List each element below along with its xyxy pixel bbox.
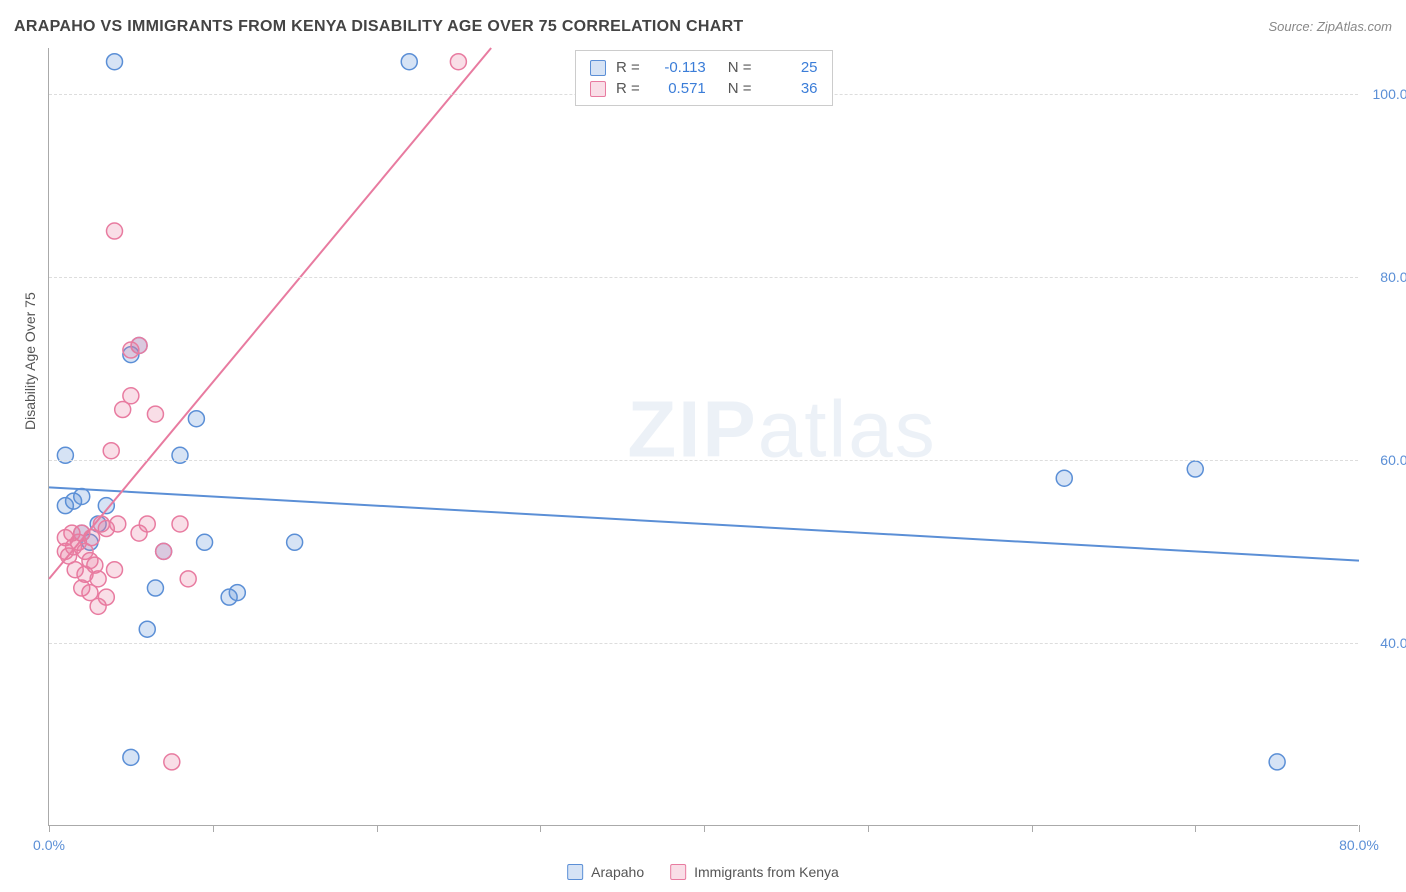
n-value: 36 [762, 80, 818, 97]
ytick-label: 100.0% [1373, 86, 1406, 102]
chart-svg [49, 48, 1358, 825]
data-point [180, 571, 196, 587]
ytick-label: 40.0% [1380, 635, 1406, 651]
xtick [49, 825, 50, 832]
correlation-row: R = 0.571 N = 36 [590, 78, 818, 99]
legend-item: Arapaho [567, 864, 644, 880]
data-point [287, 534, 303, 550]
r-label: R = [616, 80, 640, 97]
data-point [164, 754, 180, 770]
correlation-box: R = -0.113 N = 25 R = 0.571 N = 36 [575, 50, 833, 106]
gridline-h [49, 277, 1358, 278]
legend-label: Arapaho [591, 864, 644, 880]
data-point [450, 54, 466, 70]
title-bar: ARAPAHO VS IMMIGRANTS FROM KENYA DISABIL… [14, 18, 1392, 36]
y-axis-label: Disability Age Over 75 [22, 292, 38, 430]
data-point [64, 525, 80, 541]
n-label: N = [728, 59, 752, 76]
r-label: R = [616, 59, 640, 76]
data-point [172, 447, 188, 463]
data-point [1056, 470, 1072, 486]
data-point [107, 562, 123, 578]
data-point [107, 223, 123, 239]
data-point [74, 488, 90, 504]
legend-item: Immigrants from Kenya [670, 864, 839, 880]
xtick [868, 825, 869, 832]
data-point [156, 543, 172, 559]
series-swatch [590, 81, 606, 97]
data-point [147, 406, 163, 422]
data-point [123, 388, 139, 404]
r-value: 0.571 [650, 80, 706, 97]
data-point [107, 54, 123, 70]
n-label: N = [728, 80, 752, 97]
data-point [139, 516, 155, 532]
xtick-label: 80.0% [1339, 837, 1379, 853]
data-point [147, 580, 163, 596]
xtick [213, 825, 214, 832]
source-label: Source: ZipAtlas.com [1268, 19, 1392, 34]
data-point [84, 530, 100, 546]
legend-swatch [670, 864, 686, 880]
data-point [139, 621, 155, 637]
gridline-h [49, 643, 1358, 644]
data-point [98, 589, 114, 605]
data-point [103, 443, 119, 459]
xtick [704, 825, 705, 832]
correlation-row: R = -0.113 N = 25 [590, 57, 818, 78]
n-value: 25 [762, 59, 818, 76]
plot-area: ZIPatlas 40.0%60.0%80.0%100.0%0.0%80.0% [48, 48, 1358, 826]
data-point [57, 447, 73, 463]
data-point [1269, 754, 1285, 770]
data-point [172, 516, 188, 532]
ytick-label: 80.0% [1380, 269, 1406, 285]
data-point [188, 411, 204, 427]
xtick-label: 0.0% [33, 837, 65, 853]
data-point [229, 585, 245, 601]
legend-swatch [567, 864, 583, 880]
xtick [1195, 825, 1196, 832]
r-value: -0.113 [650, 59, 706, 76]
data-point [123, 749, 139, 765]
data-point [1187, 461, 1203, 477]
xtick [1032, 825, 1033, 832]
data-point [110, 516, 126, 532]
xtick [1359, 825, 1360, 832]
xtick [377, 825, 378, 832]
legend: Arapaho Immigrants from Kenya [567, 864, 839, 880]
chart-title: ARAPAHO VS IMMIGRANTS FROM KENYA DISABIL… [14, 18, 744, 36]
data-point [67, 562, 83, 578]
trend-line [49, 487, 1359, 560]
legend-label: Immigrants from Kenya [694, 864, 839, 880]
data-point [131, 337, 147, 353]
data-point [401, 54, 417, 70]
ytick-label: 60.0% [1380, 452, 1406, 468]
series-swatch [590, 60, 606, 76]
data-point [197, 534, 213, 550]
gridline-h [49, 460, 1358, 461]
xtick [540, 825, 541, 832]
